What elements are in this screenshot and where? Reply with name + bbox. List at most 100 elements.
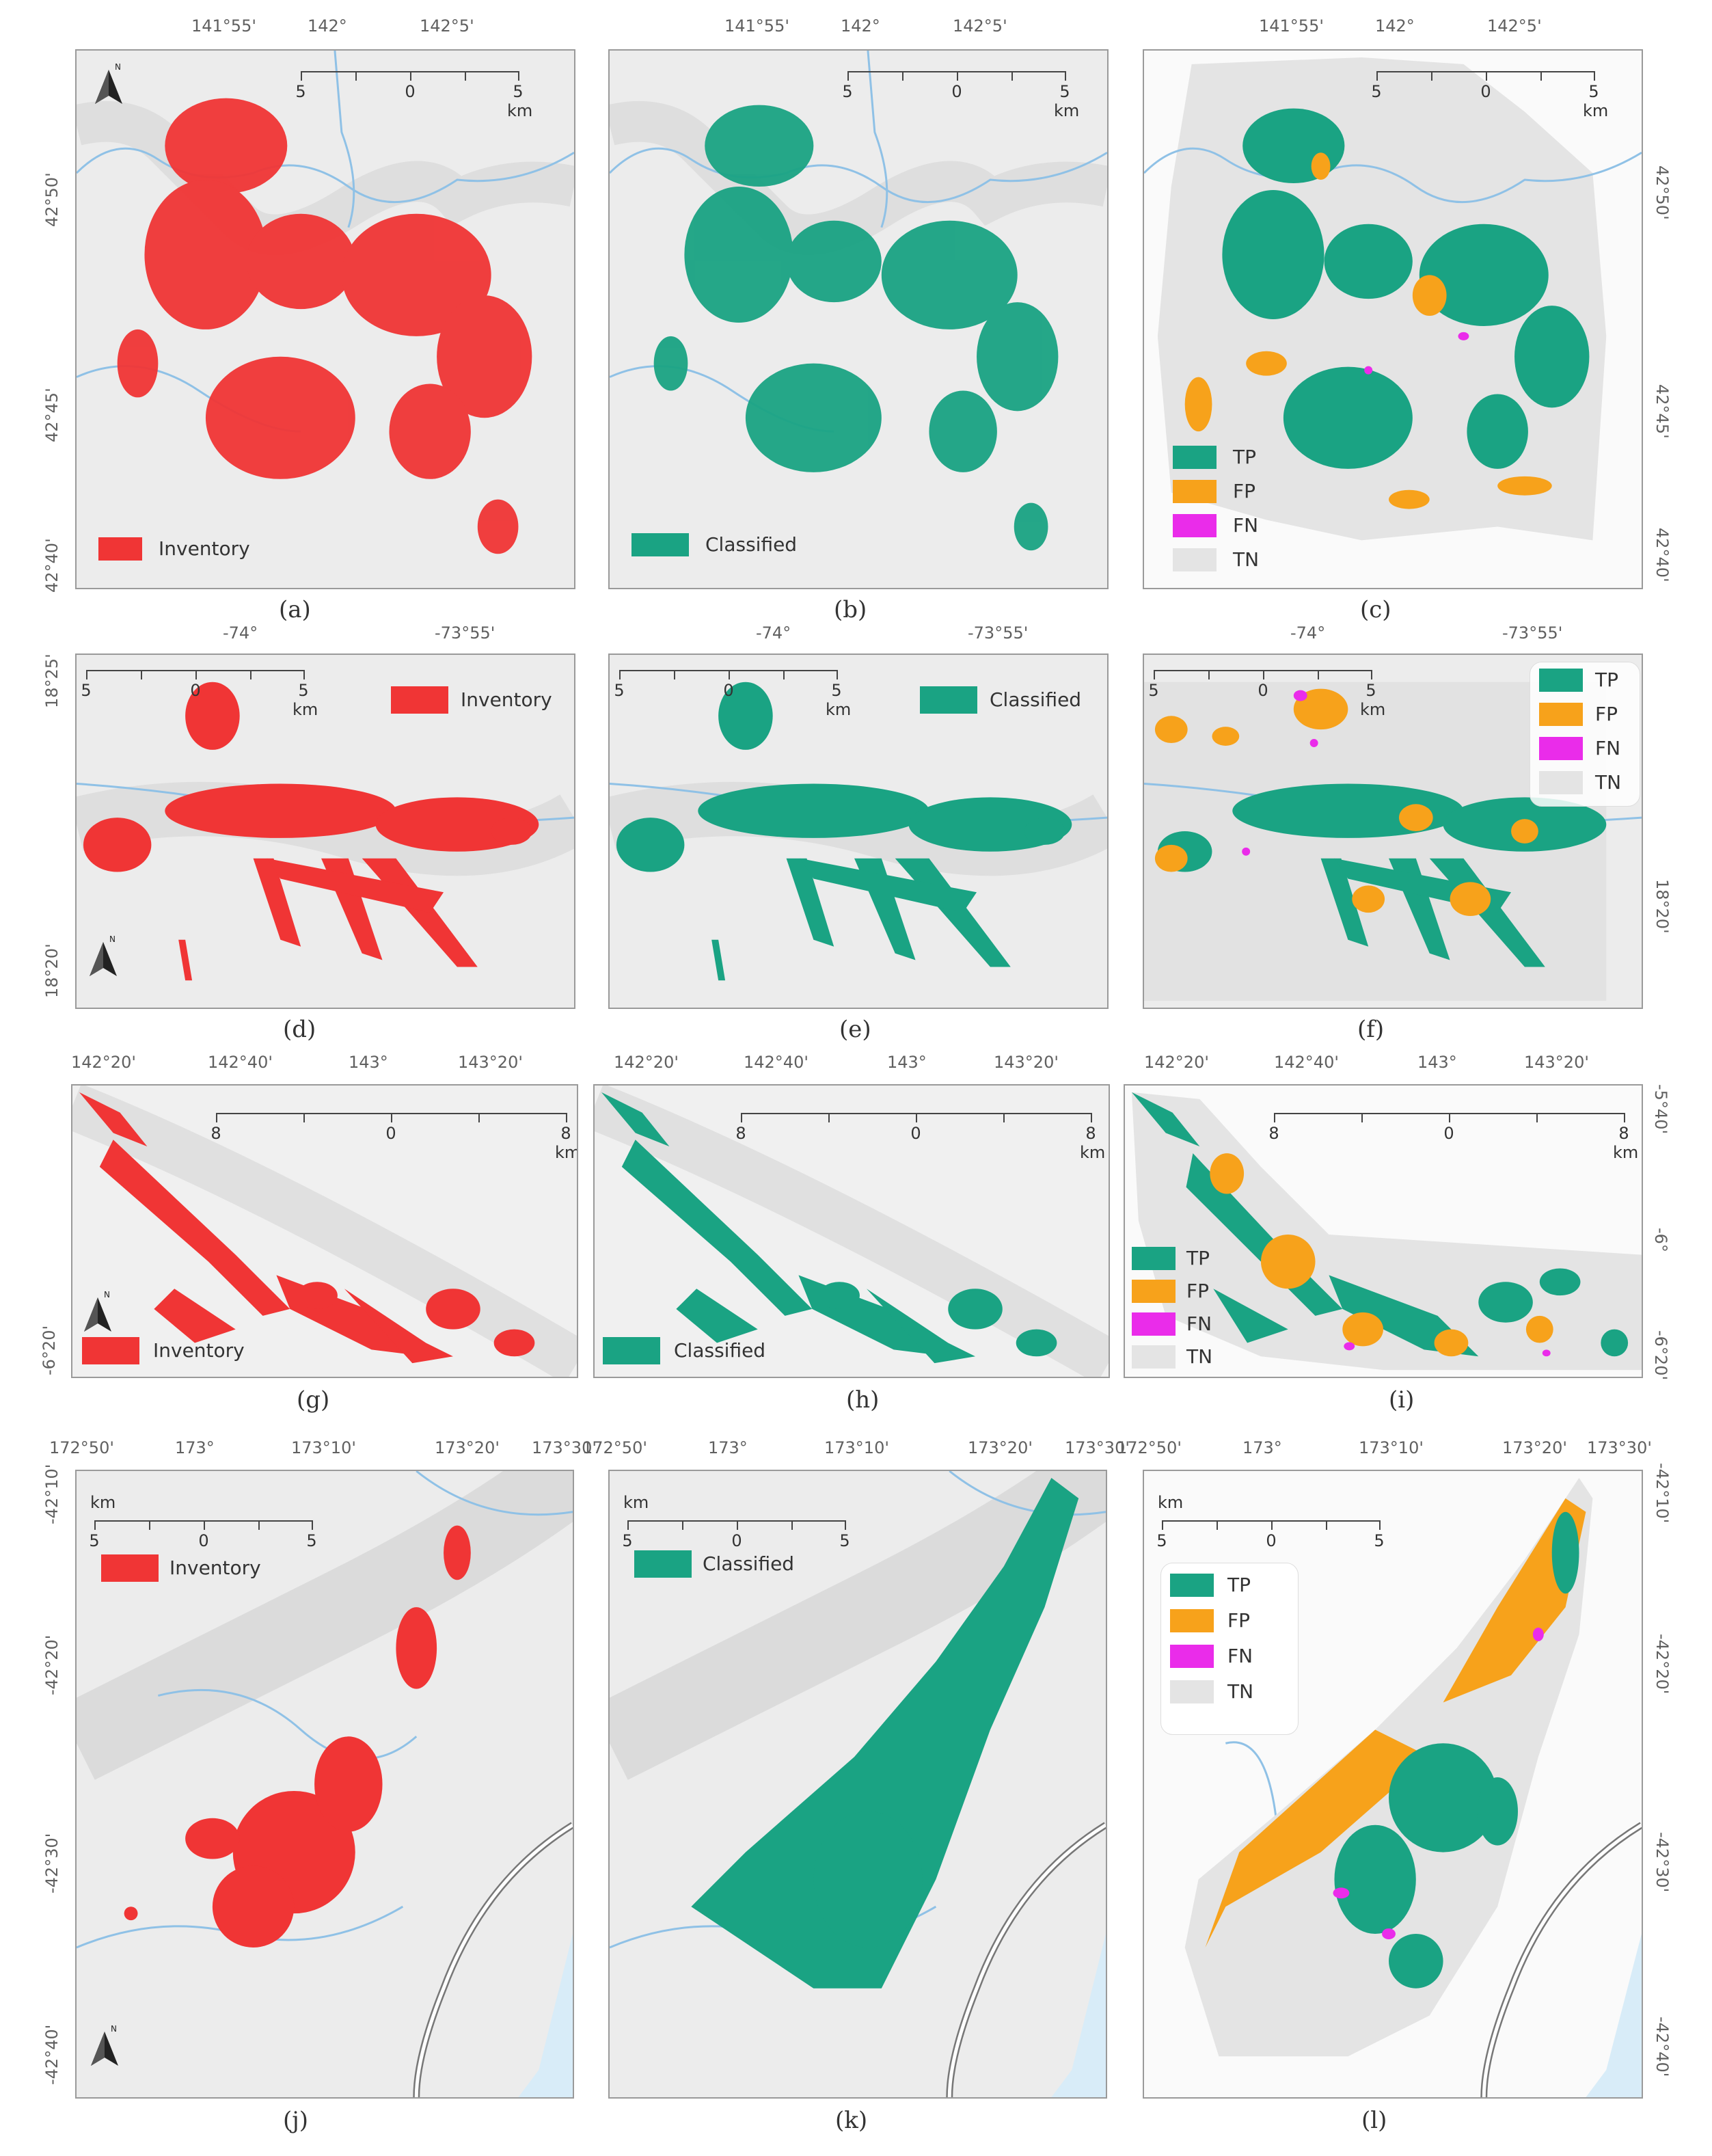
caption-e: (e) xyxy=(839,1016,871,1043)
caption-d: (d) xyxy=(283,1016,316,1043)
lon-tick: -73°55' xyxy=(968,623,1029,643)
lon-tick: 142° xyxy=(308,16,347,36)
map-b-canvas xyxy=(610,51,1107,588)
lat-tick: 42°50' xyxy=(42,172,62,227)
lon-tick: -74° xyxy=(1290,623,1326,643)
lon-tick: 143° xyxy=(1417,1053,1457,1072)
lat-tick: -42°20' xyxy=(1653,1634,1672,1695)
map-h-canvas xyxy=(595,1086,1109,1377)
svg-text:N: N xyxy=(104,1291,110,1299)
map-k-canvas xyxy=(610,1471,1106,2097)
map-panel-h: 8 0 8 km Classified 142°20' 142°40' 143°… xyxy=(593,1053,1110,1414)
lat-tick: 42°45' xyxy=(42,388,62,442)
lon-tick: 143° xyxy=(349,1053,388,1072)
map-frame: N 8 0 8 km Inventory xyxy=(71,1084,578,1378)
lat-tick: 42°40' xyxy=(42,538,62,593)
caption-a: (a) xyxy=(279,596,311,623)
lon-tick: 173°10' xyxy=(291,1438,356,1457)
map-frame: 5 0 5 km TP FP FN TN xyxy=(1143,653,1643,1009)
map-panel-a: N 5 0 5 km Inventory 141°55' 142° 142°5'… xyxy=(42,16,575,623)
north-arrow-icon: N xyxy=(92,63,126,111)
lon-tick: 173° xyxy=(708,1438,748,1457)
map-c-canvas xyxy=(1144,51,1642,588)
map-panel-l: km 5 0 5 TP FP FN TN 172°50' 173° 173°10… xyxy=(1117,1438,1672,2134)
lat-tick: 42°40' xyxy=(1653,528,1672,582)
map-i-canvas xyxy=(1125,1086,1642,1377)
lat-tick: 18°20' xyxy=(1653,879,1672,934)
map-d-canvas xyxy=(77,655,574,1008)
map-a-canvas xyxy=(77,51,574,588)
map-frame: km 5 0 5 Classified xyxy=(608,1470,1107,2099)
lon-tick: 173°20' xyxy=(968,1438,1033,1457)
lat-tick: -42°30' xyxy=(1653,1832,1672,1893)
lon-tick: 142°20' xyxy=(614,1053,679,1072)
map-panel-j: N km 5 0 5 Inventory 172°50' 173° 173°10… xyxy=(42,1438,597,2134)
map-frame: N km 5 0 5 Inventory xyxy=(75,1470,574,2099)
legend: TP FP FN TN xyxy=(1170,1574,1286,1724)
map-frame: N 5 0 5 km Inventory xyxy=(75,49,575,589)
map-panel-d: N 5 0 5 km Inventory -74° -73°55' 18°25'… xyxy=(42,623,575,1043)
lon-tick: 142° xyxy=(1375,16,1415,36)
lon-tick: 142°40' xyxy=(1274,1053,1339,1072)
svg-text:N: N xyxy=(111,2025,117,2034)
map-frame: 5 0 5 km Classified xyxy=(608,49,1109,589)
lat-tick: 42°50' xyxy=(1653,165,1672,220)
map-panel-b: 5 0 5 km Classified 141°55' 142° 142°5' … xyxy=(608,16,1109,623)
map-frame: 8 0 8 km TP FP FN TN xyxy=(1124,1084,1643,1378)
lon-tick: 142° xyxy=(841,16,880,36)
lon-tick: 173° xyxy=(175,1438,215,1457)
lon-tick: 141°55' xyxy=(191,16,256,36)
lon-tick: 173°30' xyxy=(1587,1438,1652,1457)
caption-f: (f) xyxy=(1357,1016,1385,1043)
lat-tick: 18°25' xyxy=(42,653,62,708)
map-j-canvas xyxy=(77,1471,573,2097)
lat-tick: -6° xyxy=(1651,1228,1670,1252)
map-frame: 8 0 8 km Classified xyxy=(593,1084,1110,1378)
lon-tick: 173°10' xyxy=(1359,1438,1424,1457)
caption-k: (k) xyxy=(835,2107,868,2134)
map-e-canvas xyxy=(610,655,1107,1008)
caption-l: (l) xyxy=(1361,2107,1387,2134)
lon-tick: 173°10' xyxy=(824,1438,889,1457)
north-arrow-icon: N xyxy=(87,2025,122,2073)
map-frame: km 5 0 5 TP FP FN TN xyxy=(1143,1470,1643,2099)
map-frame: 5 0 5 km Classified xyxy=(608,653,1109,1009)
lon-tick: 173° xyxy=(1242,1438,1282,1457)
map-panel-e: 5 0 5 km Classified -74° -73°55' (e) xyxy=(608,623,1109,1043)
map-panel-g: N 8 0 8 km Inventory 142°20' 142°40' 143… xyxy=(40,1053,578,1414)
map-g-canvas xyxy=(72,1086,577,1377)
legend: TP FP FN TN xyxy=(1132,1247,1234,1377)
lon-tick: 172°50' xyxy=(49,1438,114,1457)
legend: TP FP FN TN xyxy=(1539,669,1635,805)
lat-tick: -42°30' xyxy=(42,1833,62,1894)
lon-tick: 143°20' xyxy=(458,1053,523,1072)
map-panel-k: km 5 0 5 Classified 172°50' 173° 173°10'… xyxy=(582,1438,1130,2134)
lat-tick: -42°20' xyxy=(42,1634,62,1695)
caption-b: (b) xyxy=(834,596,867,623)
lon-tick: 173°30' xyxy=(532,1438,597,1457)
lon-tick: 142°20' xyxy=(71,1053,136,1072)
lat-tick: -42°10' xyxy=(42,1464,62,1524)
lon-tick: 143° xyxy=(887,1053,927,1072)
lon-tick: 173°20' xyxy=(435,1438,500,1457)
lon-tick: 141°55' xyxy=(724,16,789,36)
lat-tick: -5°40' xyxy=(1651,1084,1670,1135)
map-panel-f: 5 0 5 km TP FP FN TN -74° -73°55' 18°20'… xyxy=(1143,623,1672,1043)
caption-i: (i) xyxy=(1389,1386,1415,1414)
caption-g: (g) xyxy=(297,1386,330,1414)
lon-tick: 142°40' xyxy=(208,1053,273,1072)
svg-text:N: N xyxy=(115,63,121,72)
caption-c: (c) xyxy=(1360,596,1391,623)
lon-tick: 172°50' xyxy=(582,1438,647,1457)
lon-tick: -73°55' xyxy=(435,623,495,643)
lon-tick: 141°55' xyxy=(1259,16,1324,36)
lon-tick: -74° xyxy=(756,623,791,643)
legend: TP FP FN TN xyxy=(1173,446,1309,582)
north-arrow-icon: N xyxy=(81,1291,115,1338)
map-panel-c: 5 0 5 km TP FP FN TN 141°55' 142° 142°5'… xyxy=(1143,16,1672,623)
lon-tick: 143°20' xyxy=(994,1053,1059,1072)
lon-tick: 142°20' xyxy=(1144,1053,1209,1072)
lon-tick: 142°5' xyxy=(953,16,1007,36)
lat-tick: -6°20' xyxy=(40,1325,59,1375)
caption-j: (j) xyxy=(283,2107,309,2134)
